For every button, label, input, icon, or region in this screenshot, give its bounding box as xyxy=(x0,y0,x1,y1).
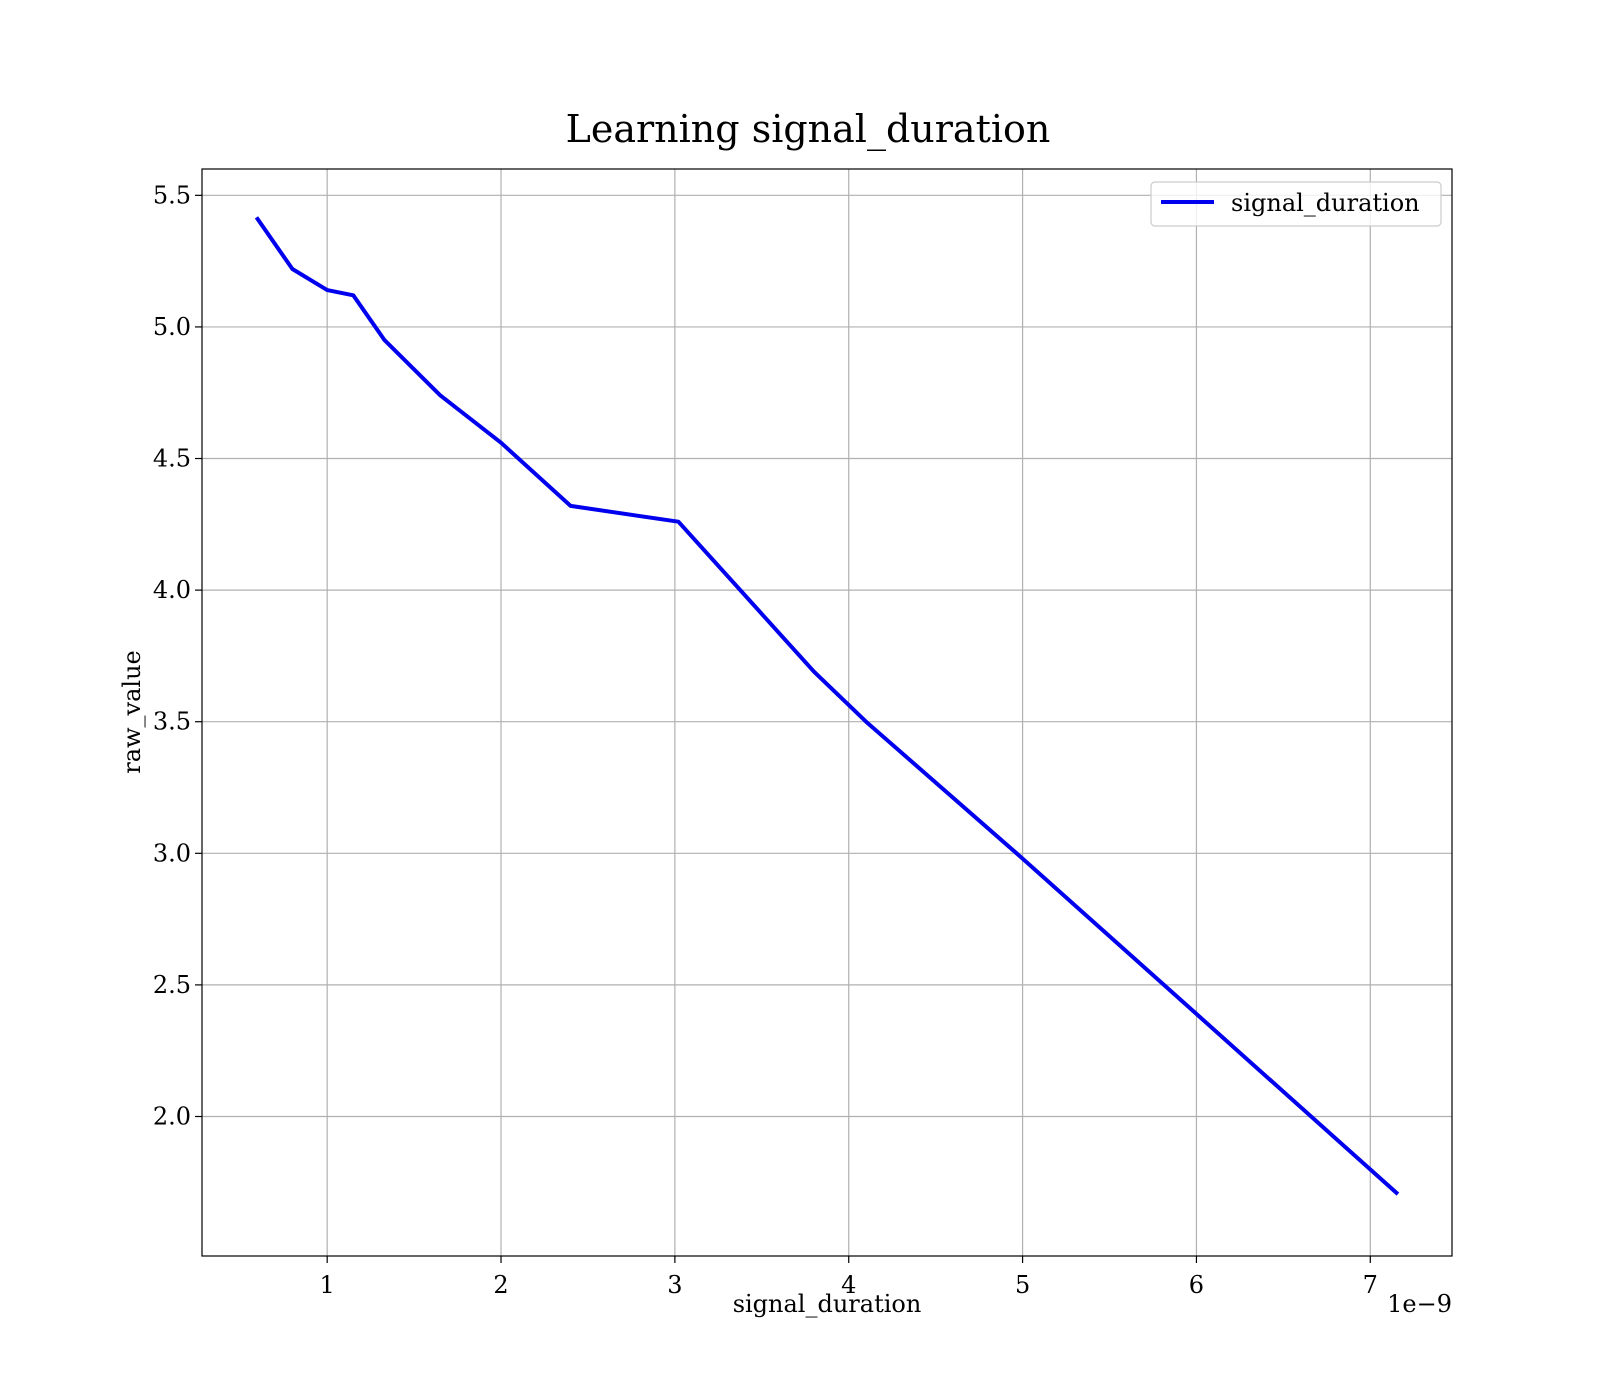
x-tick-label: 3 xyxy=(667,1271,682,1299)
legend-label: signal_duration xyxy=(1231,189,1420,217)
x-tick-label: 6 xyxy=(1189,1271,1204,1299)
y-tick-label: 4.5 xyxy=(153,445,191,473)
series-layer xyxy=(254,216,1400,1196)
x-axis-label: signal_duration xyxy=(733,1290,922,1318)
x-tick-label: 4 xyxy=(841,1271,856,1299)
y-tick-label: 5.0 xyxy=(153,313,191,341)
y-tick-label: 2.0 xyxy=(153,1103,191,1131)
x-tick-label: 2 xyxy=(493,1271,508,1299)
x-axis-offset-label: 1e−9 xyxy=(1387,1290,1452,1318)
x-tick-label: 1 xyxy=(320,1271,335,1299)
x-tick-label: 7 xyxy=(1363,1271,1378,1299)
y-axis-label: raw_value xyxy=(118,650,146,774)
legend: signal_duration xyxy=(1150,181,1442,227)
legend-box xyxy=(1150,181,1442,227)
series-line-signal-duration xyxy=(254,216,1400,1196)
chart-title: Learning signal_duration xyxy=(566,107,1051,152)
grid-lines xyxy=(202,169,1452,1256)
y-tick-label: 5.5 xyxy=(153,181,191,209)
plot-frame xyxy=(201,168,1453,1257)
y-tick-label: 2.5 xyxy=(153,971,191,999)
x-tick-label: 5 xyxy=(1015,1271,1030,1299)
y-tick-label: 3.0 xyxy=(153,839,191,867)
y-tick-label: 4.0 xyxy=(153,576,191,604)
y-tick-label: 3.5 xyxy=(153,708,191,736)
axis-ticks: 1 2 3 4 5 6 7 2.0 2.5 3.0 3.5 4.0 4.5 5.0 5.5 xyxy=(153,181,1378,1299)
